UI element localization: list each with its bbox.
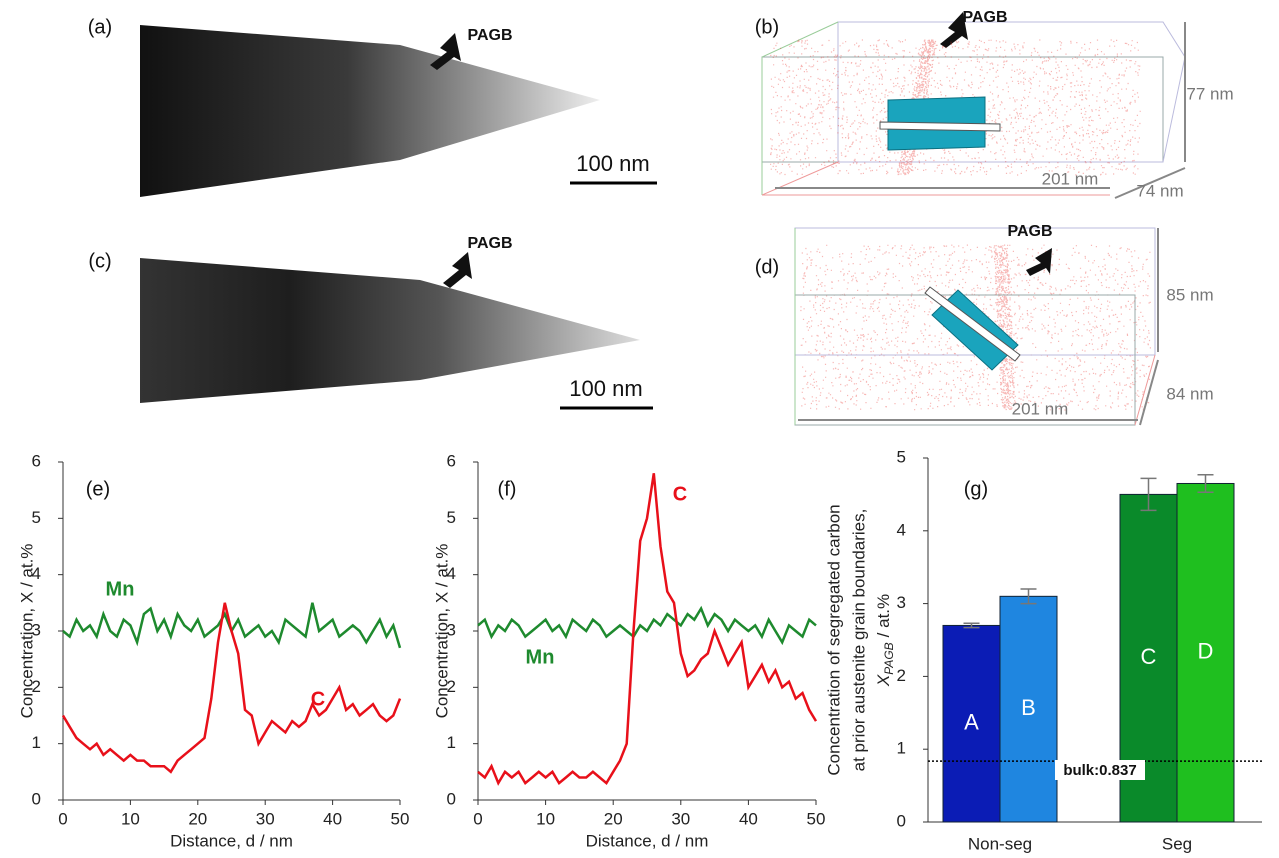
reference-label: bulk:0.837 — [1063, 762, 1136, 779]
x-tick-label: 30 — [671, 809, 690, 828]
y-axis-label: Concentration, X / at.% — [17, 544, 36, 719]
y-axis-unit: / at.% — [874, 594, 893, 637]
x-tick-label: 40 — [739, 809, 758, 828]
dimension-label: 77 nm — [1186, 84, 1233, 103]
y-tick-label: 5 — [447, 508, 456, 527]
bar-label: B — [1021, 695, 1036, 720]
y-axis-label: Concentration of segregated carbon — [824, 504, 843, 775]
tem-image — [140, 25, 600, 197]
scale-bar-label: 100 nm — [569, 376, 642, 401]
dimension-label: 84 nm — [1166, 384, 1213, 403]
y-tick-label: 1 — [32, 733, 41, 752]
x-tick-label: 0 — [473, 809, 482, 828]
y-tick-label: 6 — [32, 451, 41, 470]
y-tick-label: 0 — [447, 789, 456, 808]
x-tick-label: 10 — [121, 809, 140, 828]
x-axis-label: Distance, d / nm — [586, 831, 709, 850]
y-tick-label: 4 — [897, 520, 906, 539]
y-tick-label: 1 — [897, 739, 906, 758]
group-label: Non-seg — [968, 834, 1032, 853]
panel-label: (g) — [964, 478, 988, 500]
annotation: PAGB — [467, 27, 512, 44]
y-axis-symbol: X — [874, 674, 893, 687]
y-tick-label: 0 — [32, 789, 41, 808]
figure: (a) PAGB 100 nm (b) PAGB 77 nm 201 nm 74 nm (c) P… — [0, 0, 1279, 858]
series-line — [478, 609, 816, 643]
annotation: PAGB — [962, 9, 1007, 26]
dimension-label: 201 nm — [1012, 399, 1069, 418]
bar-label: C — [1141, 644, 1157, 669]
group-label: Seg — [1162, 834, 1192, 853]
scale-bar-label: 100 nm — [576, 151, 649, 176]
y-axis-label: at prior austenite grain boundaries, — [849, 509, 868, 772]
annotation: PAGB — [467, 235, 512, 252]
series-label: Mn — [106, 578, 135, 600]
tem-image — [140, 258, 640, 403]
panel-label: (f) — [498, 478, 517, 500]
x-tick-label: 50 — [391, 809, 410, 828]
series-label: C — [673, 483, 687, 505]
panel-label: (c) — [88, 250, 111, 272]
panel-label: (d) — [755, 256, 779, 278]
dimension-label: 85 nm — [1166, 285, 1213, 304]
annotation: PAGB — [1007, 223, 1052, 240]
dimension-label: 201 nm — [1042, 169, 1099, 188]
y-tick-label: 5 — [897, 447, 906, 466]
y-tick-label: 3 — [897, 593, 906, 612]
dimension-label: 74 nm — [1136, 181, 1183, 200]
arrow — [443, 252, 472, 288]
panel-label: (a) — [88, 16, 112, 38]
panel-label: (e) — [86, 478, 110, 500]
y-axis-subscript: PAGB — [882, 642, 896, 674]
x-tick-label: 10 — [536, 809, 555, 828]
x-tick-label: 20 — [604, 809, 623, 828]
bar-label: D — [1198, 639, 1214, 664]
y-tick-label: 5 — [32, 508, 41, 527]
series-line — [63, 603, 400, 648]
series-label: Mn — [526, 646, 555, 668]
x-tick-label: 50 — [807, 809, 826, 828]
x-axis-label: Distance, d / nm — [170, 831, 293, 850]
x-tick-label: 0 — [58, 809, 67, 828]
y-axis-label: XPAGB / at.% — [874, 594, 896, 687]
y-axis-label: Concentration, X / at.% — [432, 544, 451, 719]
panel-label: (b) — [755, 16, 779, 38]
x-tick-label: 20 — [188, 809, 207, 828]
y-tick-label: 6 — [447, 451, 456, 470]
x-tick-label: 40 — [323, 809, 342, 828]
y-tick-label: 2 — [897, 666, 906, 685]
y-tick-label: 1 — [447, 733, 456, 752]
bar-label: A — [964, 710, 979, 735]
roi-arrow — [880, 122, 1000, 131]
y-tick-label: 0 — [897, 811, 906, 830]
series-label: C — [311, 688, 325, 710]
x-tick-label: 30 — [256, 809, 275, 828]
